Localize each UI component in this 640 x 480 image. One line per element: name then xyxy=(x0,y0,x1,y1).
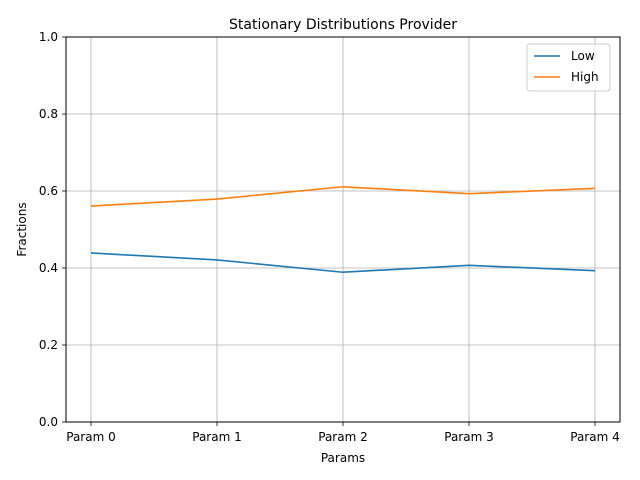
y-tick-label: 1.0 xyxy=(39,30,58,44)
legend: Low High xyxy=(526,43,611,92)
x-axis-ticks: Param 0 Param 1 Param 2 Param 3 Param 4 xyxy=(66,422,620,444)
x-tick-label: Param 1 xyxy=(192,430,241,444)
series-line-high xyxy=(90,185,596,207)
y-tick-label: 0.6 xyxy=(39,184,58,198)
series-line-low xyxy=(90,252,596,274)
series-lines xyxy=(90,185,596,274)
y-tick-label: 0.2 xyxy=(39,338,58,352)
y-tick-label: 0.4 xyxy=(39,261,58,275)
x-tick-label: Param 0 xyxy=(66,430,115,444)
x-tick-label: Param 3 xyxy=(444,430,493,444)
y-tick-label: 0.8 xyxy=(39,107,58,121)
x-axis-label: Params xyxy=(321,451,365,465)
x-tick-label: Param 4 xyxy=(570,430,619,444)
y-axis-label: Fractions xyxy=(15,202,29,256)
legend-label: Low xyxy=(571,49,595,63)
y-axis-ticks: 0.0 0.2 0.4 0.6 0.8 1.0 xyxy=(39,30,66,429)
chart-title: Stationary Distributions Provider xyxy=(229,17,457,33)
x-tick-label: Param 2 xyxy=(318,430,367,444)
legend-label: High xyxy=(571,70,599,84)
y-tick-label: 0.0 xyxy=(39,415,58,429)
